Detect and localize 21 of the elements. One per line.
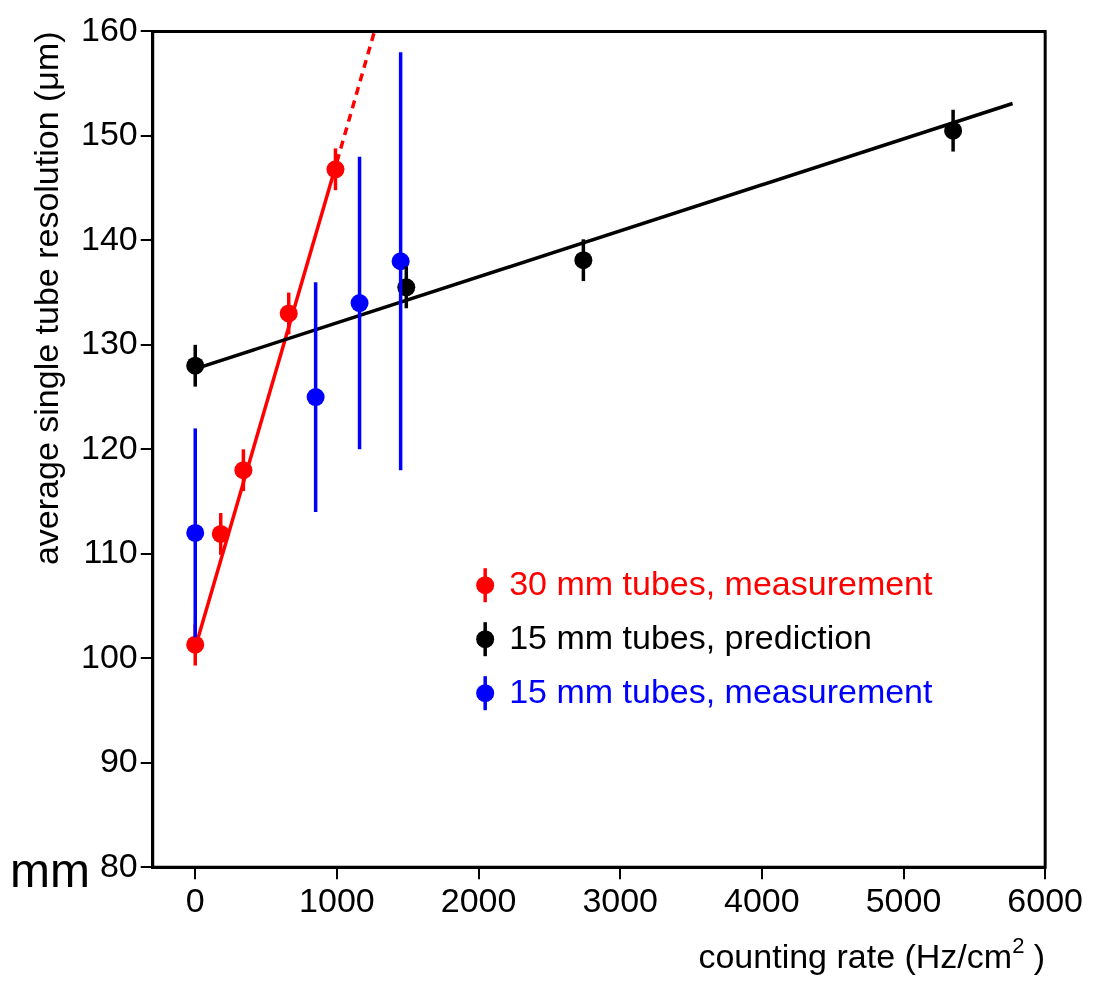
y-tick-label: 80 <box>99 845 138 884</box>
x-tick-label: 2000 <box>440 880 517 919</box>
y-tick-label: 100 <box>80 636 138 675</box>
y-tick-label: 160 <box>80 9 138 48</box>
x-tick-label: 6000 <box>1007 880 1083 919</box>
x-tick-label: 4000 <box>724 880 800 919</box>
x-tick-label: 3000 <box>582 880 659 919</box>
legend-label: 30 mm tubes, measurement <box>509 563 934 602</box>
y-tick-label: 150 <box>80 114 138 153</box>
y-tick-label: 120 <box>80 427 138 466</box>
y-axis-title: average single tube resolution (μm) <box>27 31 65 566</box>
x-tick-label: 5000 <box>865 880 942 919</box>
text: mm <box>10 844 90 898</box>
x-tick-label: 1000 <box>299 880 375 919</box>
y-tick-label: 130 <box>80 323 138 362</box>
y-tick-label: 140 <box>80 218 138 257</box>
x-tick-label: 0 <box>185 880 205 919</box>
legend-label: 15 mm tubes, measurement <box>509 671 934 710</box>
y-tick-label: 90 <box>99 741 138 780</box>
y-tick-label: 110 <box>83 532 138 571</box>
legend-label: 15 mm tubes, prediction <box>509 617 873 656</box>
